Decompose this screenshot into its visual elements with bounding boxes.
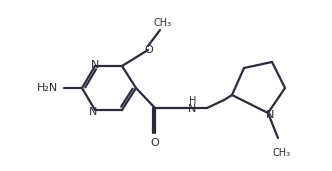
Text: N: N (91, 60, 99, 70)
Text: CH₃: CH₃ (273, 148, 291, 158)
Text: H₂N: H₂N (38, 83, 59, 93)
Text: O: O (151, 138, 159, 148)
Text: H: H (189, 96, 197, 106)
Text: N: N (89, 107, 97, 117)
Text: O: O (145, 45, 153, 55)
Text: N: N (188, 104, 196, 114)
Text: N: N (266, 110, 274, 120)
Text: CH₃: CH₃ (154, 18, 172, 28)
